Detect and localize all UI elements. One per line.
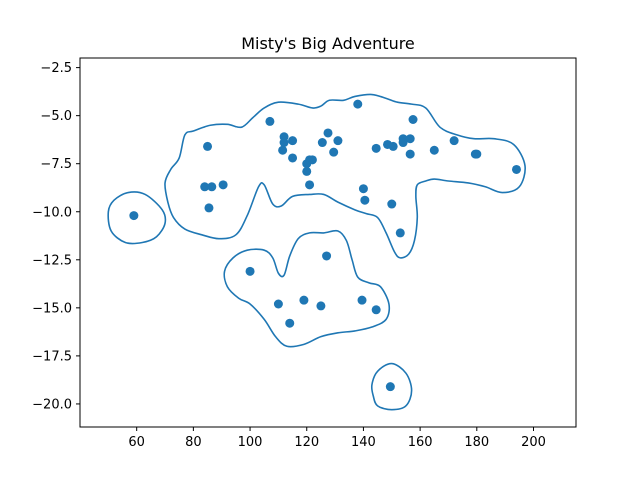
data-point [357,295,367,305]
y-tick-label: −10.0 [32,205,72,220]
data-point [360,195,370,205]
data-point [317,138,327,148]
x-tick-label: 180 [464,435,489,450]
data-point [395,228,405,238]
data-point [329,147,339,157]
y-tick-label: −12.5 [32,253,72,268]
y-tick-label: −15.0 [32,301,72,316]
y-tick-label: −5.0 [40,109,72,124]
x-tick-label: 160 [408,435,433,450]
x-tick-label: 120 [294,435,319,450]
data-point [288,153,298,163]
data-point [322,251,332,261]
data-point [387,199,397,209]
data-point [371,305,381,315]
data-point [405,149,415,159]
data-point [299,295,309,305]
data-point [129,211,139,221]
x-tick-label: 60 [128,435,145,450]
data-point [200,182,210,192]
data-point [398,138,408,148]
data-point [302,166,312,176]
data-point [288,136,298,146]
data-point [285,318,295,328]
data-point [472,149,482,159]
contour-line [164,93,526,259]
x-tick-label: 140 [351,435,376,450]
y-tick-label: −20.0 [32,397,72,412]
y-tick-label: −17.5 [32,349,72,364]
x-tick-label: 200 [521,435,546,450]
y-tick-label: −2.5 [40,61,72,76]
contour-line [107,191,167,245]
axes: 60 80 100 120 140 160 180 200 −2.5 −5.0 −7.5 −10.0 −… [32,61,546,450]
data-point [265,116,275,126]
data-point [358,184,368,194]
data-point [385,382,395,392]
point-layer [129,99,521,392]
data-point [405,134,415,144]
data-point [388,141,398,151]
data-point [203,141,213,151]
data-point [218,180,228,190]
data-point [449,136,459,146]
data-point [245,266,255,276]
data-point [305,180,315,190]
x-tick-label: 80 [185,435,202,450]
data-point [353,99,363,109]
data-point [316,301,326,311]
data-point [279,138,289,148]
data-point [408,115,418,124]
data-point [429,145,439,155]
data-point [511,164,521,174]
y-tick-label: −7.5 [40,157,72,172]
contour-line [370,362,413,411]
chart-title: Misty's Big Adventure [241,34,415,53]
data-point [273,299,283,309]
data-point [307,155,317,165]
data-point [278,145,288,155]
data-point [204,203,214,213]
data-point [333,136,343,146]
x-tick-label: 100 [238,435,263,450]
data-point [207,182,217,192]
contour-layer [107,93,526,411]
plot-frame [79,57,577,428]
data-point [371,143,381,153]
contour-line [223,229,391,348]
data-point [323,128,333,138]
